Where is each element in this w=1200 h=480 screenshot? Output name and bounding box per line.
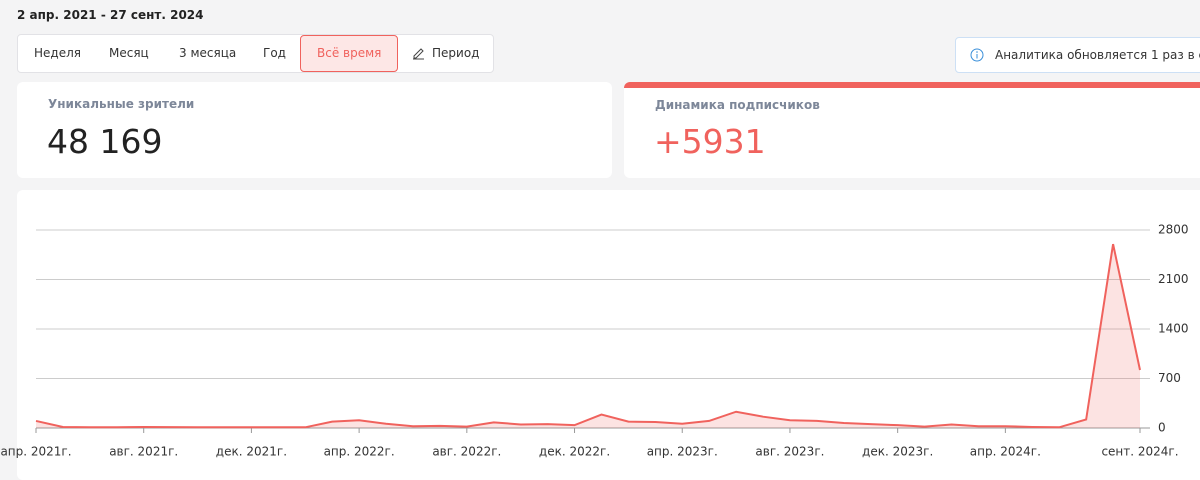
tab[interactable]: Месяц [109,46,149,60]
card-label: Динамика подписчиков [655,98,820,112]
x-tick-label: авг. 2023г. [755,445,824,459]
info-text: Аналитика обновляется 1 раз в сутк [995,48,1200,62]
chart: 0 700 1400 2100 2800 апр. 2021г. авг. 2021г. де… [0,223,1189,459]
y-tick-label: 700 [1158,371,1181,385]
area [36,244,1140,428]
info-icon [970,48,984,62]
card-label: Уникальные зрители [48,97,195,111]
period-tabs: Неделя Месяц 3 месяца Год Всё время Пери… [17,34,494,73]
x-tick-label: дек. 2022г. [539,445,610,459]
date-range: 2 апр. 2021 - 27 сент. 2024 [17,8,204,22]
y-tick-label: 0 [1158,421,1166,435]
x-tick-label: авг. 2022г. [432,445,501,459]
x-tick-label: апр. 2021г. [0,445,71,459]
card-value: +5931 [654,122,766,161]
pencil-icon [413,48,424,60]
info-banner: Аналитика обновляется 1 раз в сутк [955,37,1200,73]
x-tick-label: апр. 2024г. [970,445,1041,459]
x-tick-label: дек. 2021г. [216,445,287,459]
tab[interactable]: Год [263,46,286,60]
x-tick-label: авг. 2021г. [109,445,178,459]
x-tick-label: дек. 2023г. [862,445,933,459]
tab[interactable]: Всё время [300,35,399,72]
y-tick-label: 2800 [1158,223,1189,237]
line [35,243,1141,429]
y-tick-label: 1400 [1158,322,1189,336]
tab[interactable]: Неделя [34,46,81,60]
x-tick-label: сент. 2024г. [1101,445,1178,459]
y-tick-label: 2100 [1158,272,1189,286]
tab[interactable]: 3 месяца [179,46,237,60]
x-tick-label: апр. 2023г. [647,445,718,459]
card: Динамика подписчиков +5931 [624,82,1200,178]
card: Уникальные зрители 48 169 [17,82,612,178]
x-tick-label: апр. 2022г. [324,445,395,459]
tab[interactable]: Период [432,46,480,60]
card-value: 48 169 [47,122,163,161]
chart-card [17,190,1200,480]
page: 2 апр. 2021 - 27 сент. 2024 Неделя Месяц… [0,8,1200,480]
